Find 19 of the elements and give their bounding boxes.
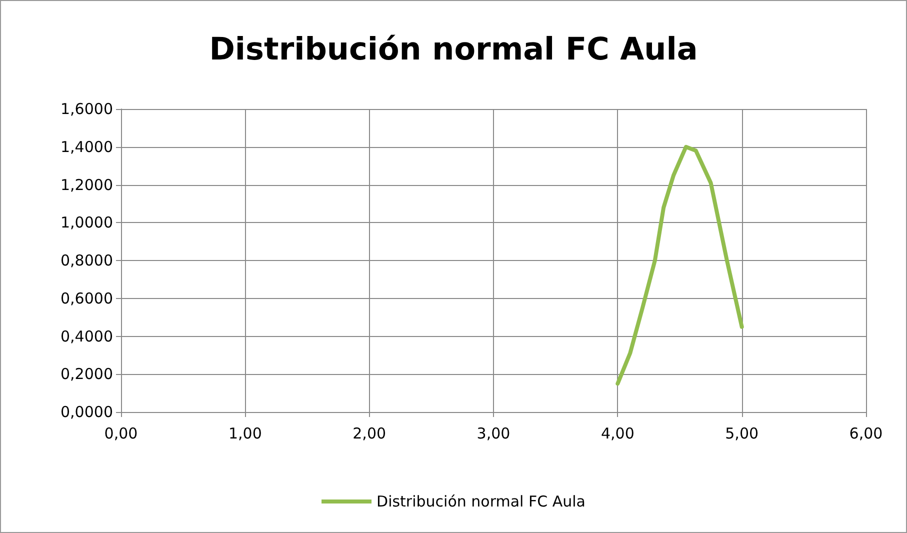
x-tick-label: 1,00 (228, 424, 262, 442)
y-tick-label: 0,6000 (60, 289, 113, 308)
y-tick-label: 1,0000 (60, 214, 113, 232)
x-tick-label: 3,00 (476, 424, 510, 442)
legend-label: Distribución normal FC Aula (376, 492, 586, 510)
y-tick-label: 0,8000 (60, 252, 113, 270)
x-tick-label: 4,00 (600, 424, 634, 442)
line-series (616, 144, 744, 386)
x-tick-label: 5,00 (725, 424, 759, 442)
x-tick-label: 0,00 (104, 424, 138, 442)
y-tick-label: 0,0000 (60, 403, 113, 421)
y-tick-label: 0,2000 (60, 365, 113, 384)
x-tick-label: 6,00 (849, 424, 883, 442)
y-tick-label: 1,6000 (60, 100, 113, 118)
y-tick-label: 1,4000 (60, 138, 113, 156)
x-tick-label: 2,00 (352, 424, 386, 442)
y-tick-label: 0,4000 (60, 327, 113, 346)
chart-title: Distribución normal FC Aula (209, 32, 698, 68)
y-tick-label: 1,2000 (60, 176, 113, 194)
